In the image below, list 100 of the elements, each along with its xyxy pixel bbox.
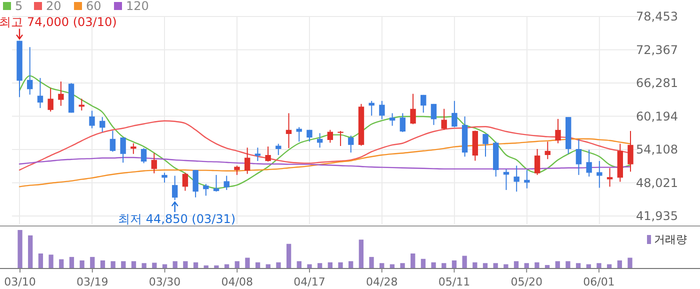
x-tick-label: 03/30 — [148, 276, 181, 288]
y-tick-label: 78,453 — [636, 10, 678, 24]
annotation: 최저 44,850 (03/31) — [118, 212, 236, 226]
candlestick — [192, 170, 198, 198]
candlestick — [151, 152, 157, 174]
candlestick — [544, 141, 550, 160]
bar — [234, 261, 240, 268]
bar — [296, 261, 302, 268]
bar — [131, 261, 136, 268]
candlestick — [37, 77, 44, 109]
candlestick — [606, 168, 613, 188]
bar — [524, 263, 529, 268]
x-tick-label: 03/10 — [4, 276, 36, 288]
candlestick — [48, 88, 54, 112]
bar — [596, 263, 602, 268]
candlestick — [482, 133, 488, 158]
bar — [142, 263, 146, 268]
bar — [152, 262, 157, 268]
x-tick-label: 05/11 — [438, 276, 470, 288]
bar — [493, 263, 498, 268]
bar — [18, 230, 22, 268]
bar — [286, 244, 292, 268]
candlestick — [100, 116, 106, 133]
legend-label: 60 — [86, 0, 102, 13]
candlestick — [224, 175, 230, 190]
candlestick — [441, 108, 447, 130]
candlestick — [162, 172, 168, 184]
candlestick — [276, 143, 282, 156]
x-tick-label: 05/20 — [510, 276, 542, 288]
bar — [534, 262, 540, 268]
candlestick — [27, 46, 33, 96]
annotation: 최고 74,000 (03/10) — [0, 14, 117, 29]
candlestick — [244, 147, 250, 174]
bar — [80, 260, 84, 268]
bar — [110, 261, 116, 268]
y-tick-label: 41,935 — [636, 209, 678, 224]
x-tick-label: 04/17 — [294, 276, 326, 288]
bar — [172, 261, 178, 268]
candlestick — [338, 130, 344, 146]
bar — [400, 263, 405, 268]
bar — [410, 253, 416, 268]
bar — [514, 261, 519, 268]
legend-label: 20 — [46, 0, 62, 13]
bar — [348, 261, 354, 268]
x-tick-label: 03/19 — [76, 276, 108, 288]
y-tick-label: 54,108 — [636, 142, 678, 157]
candlestick — [182, 172, 188, 192]
bar — [420, 258, 426, 268]
candlestick — [89, 110, 95, 129]
legend-label: 120 — [126, 0, 149, 13]
candlestick — [286, 112, 292, 149]
candlestick — [348, 135, 354, 154]
bar — [380, 263, 384, 268]
candlestick — [327, 129, 334, 144]
candlestick — [586, 149, 592, 178]
candlestick — [430, 103, 437, 126]
x-tick-label: 04/28 — [366, 276, 398, 288]
bar — [442, 263, 446, 268]
bar — [318, 263, 322, 268]
candlestick — [555, 118, 561, 144]
y-tick-label: 66,281 — [636, 76, 678, 90]
candlestick — [524, 170, 530, 189]
bar — [48, 254, 54, 268]
bar — [628, 258, 632, 268]
legend-label: 5 — [15, 0, 23, 13]
candlestick — [576, 138, 582, 176]
x-tick-label: 04/08 — [221, 276, 253, 288]
bar — [358, 240, 364, 268]
candlestick — [172, 175, 178, 201]
bar — [28, 235, 33, 268]
bar — [566, 261, 570, 268]
candlestick — [254, 147, 261, 162]
candlestick — [265, 146, 271, 162]
y-tick-label: 60,194 — [636, 109, 678, 124]
candlestick — [58, 81, 64, 106]
candlestick — [140, 148, 147, 164]
bar — [245, 258, 250, 268]
bar — [462, 256, 467, 268]
bar — [69, 256, 74, 268]
candlestick — [400, 112, 406, 133]
candlestick — [420, 94, 426, 114]
candlestick — [296, 126, 302, 142]
bar — [482, 263, 488, 268]
bar — [555, 261, 560, 268]
candlestick — [110, 130, 116, 152]
candlestick — [452, 100, 458, 128]
bar — [183, 261, 188, 268]
x-tick-label: 06/01 — [583, 276, 615, 288]
candlestick — [514, 165, 520, 192]
candlestick — [534, 148, 540, 176]
candlestick — [389, 112, 396, 126]
candlestick — [379, 100, 385, 120]
candlestick — [234, 165, 240, 176]
bar — [369, 256, 374, 268]
candlestick — [78, 98, 84, 111]
legend-label: 거래량 — [654, 233, 687, 246]
bar — [90, 256, 95, 268]
bar — [121, 261, 126, 268]
candlestick — [410, 93, 416, 125]
bar — [38, 253, 44, 268]
